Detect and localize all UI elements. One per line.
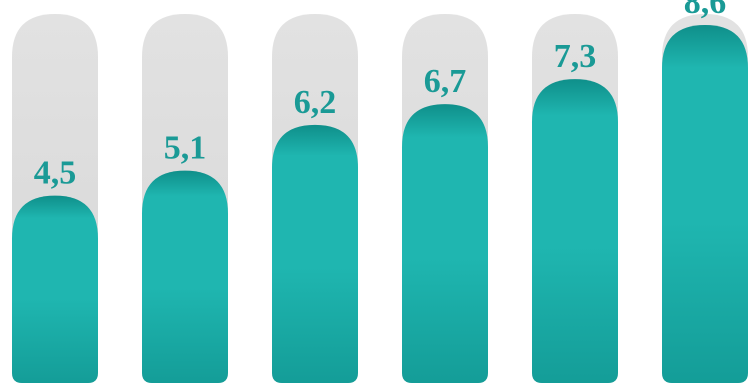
data-label: 4,5 — [34, 155, 77, 192]
bar — [142, 170, 228, 383]
data-label: 6,7 — [424, 63, 467, 100]
bar — [12, 195, 98, 383]
data-label: 8,6 — [684, 0, 727, 21]
data-label: 5,1 — [164, 130, 207, 167]
bar — [272, 124, 358, 384]
data-label: 7,3 — [554, 38, 597, 75]
bar — [402, 104, 488, 384]
bar — [662, 24, 748, 383]
data-label: 6,2 — [294, 84, 337, 121]
bar — [532, 79, 618, 383]
